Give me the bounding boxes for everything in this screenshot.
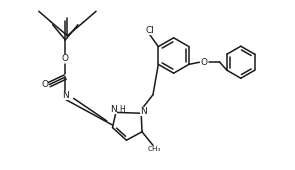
Text: N: N — [62, 91, 69, 100]
Text: O: O — [41, 80, 48, 89]
Text: Cl: Cl — [145, 26, 154, 35]
Text: CH₃: CH₃ — [147, 146, 160, 152]
Text: O: O — [200, 58, 207, 67]
Text: O: O — [61, 54, 68, 63]
Text: H: H — [120, 105, 125, 114]
Text: N: N — [110, 105, 117, 114]
Text: N: N — [140, 107, 147, 116]
